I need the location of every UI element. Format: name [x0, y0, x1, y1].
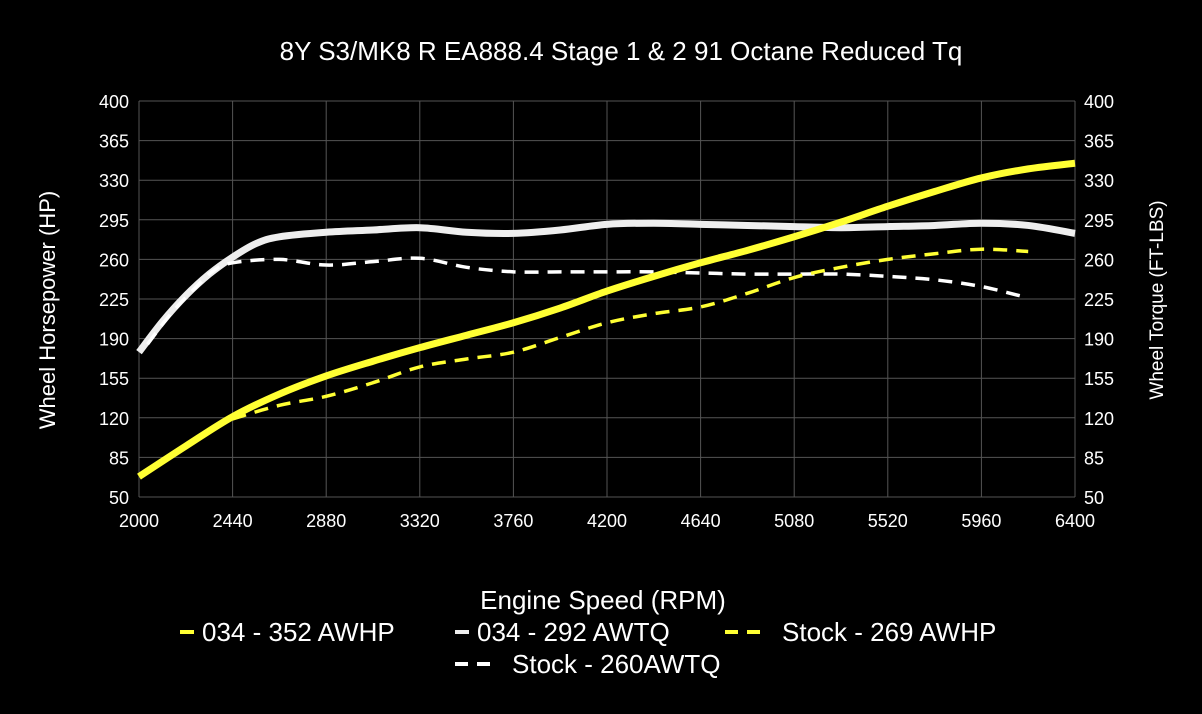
y-tick-label: 50	[109, 488, 129, 508]
x-tick-label: 2440	[213, 511, 253, 531]
y2-tick-label: 85	[1084, 448, 1104, 468]
x-tick-label: 3320	[400, 511, 440, 531]
y-tick-labels: 400 365 330 295 260 225 190 155 120 85 50	[99, 92, 129, 508]
y2-tick-label: 260	[1084, 250, 1114, 270]
y-tick-label: 365	[99, 132, 129, 152]
y-tick-label: 190	[99, 330, 129, 350]
y2-tick-label: 190	[1084, 330, 1114, 350]
y2-tick-label: 365	[1084, 132, 1114, 152]
legend-label: Stock - 260AWTQ	[512, 649, 721, 679]
y2-tick-label: 330	[1084, 171, 1114, 191]
y2-tick-label: 50	[1084, 488, 1104, 508]
series-line-2	[232, 247, 1029, 421]
y-tick-label: 85	[109, 448, 129, 468]
x-tick-label: 2000	[119, 511, 159, 531]
legend-label: Stock - 269 AWHP	[782, 617, 996, 647]
x-tick-label: 5960	[961, 511, 1001, 531]
y2-tick-label: 120	[1084, 409, 1114, 429]
y-tick-label: 400	[99, 92, 129, 112]
x-axis-label: Engine Speed (RPM)	[480, 585, 726, 615]
chart-title: 8Y S3/MK8 R EA888.4 Stage 1 & 2 91 Octan…	[280, 36, 963, 66]
legend-label: 034 - 292 AWTQ	[477, 617, 670, 647]
y-tick-label: 260	[99, 250, 129, 270]
series-line-3	[146, 256, 1029, 346]
x-tick-label: 3760	[493, 511, 533, 531]
y2-tick-label: 400	[1084, 92, 1114, 112]
series-line-0	[137, 159, 1076, 480]
y2-tick-label: 155	[1084, 369, 1114, 389]
grid	[138, 100, 1076, 498]
x-tick-label: 6400	[1055, 511, 1095, 531]
x-tick-label: 5080	[774, 511, 814, 531]
legend-label: 034 - 352 AWHP	[202, 617, 395, 647]
y-tick-label: 225	[99, 290, 129, 310]
y2-tick-label: 225	[1084, 290, 1114, 310]
x-tick-label: 4640	[681, 511, 721, 531]
series-line-1	[136, 219, 1076, 355]
y2-axis-label: Wheel Torque (FT-LBS)	[1147, 200, 1168, 399]
y-tick-label: 155	[99, 369, 129, 389]
x-tick-label: 2880	[306, 511, 346, 531]
legend: 034 - 352 AWHP 034 - 292 AWTQ Stock - 269 …	[180, 617, 996, 679]
x-tick-label: 5520	[868, 511, 908, 531]
x-tick-label: 4200	[587, 511, 627, 531]
y2-tick-labels: 400 365 330 295 260 225 190 155 120 85 50	[1084, 92, 1114, 508]
y-tick-label: 330	[99, 171, 129, 191]
y-tick-label: 295	[99, 211, 129, 231]
x-tick-labels: 2000 2440 2880 3320 3760 4200 4640 5080 5520 5960…	[119, 511, 1095, 531]
y-axis-label: Wheel Horsepower (HP)	[35, 191, 60, 429]
series-layer	[136, 159, 1076, 480]
y2-tick-label: 295	[1084, 211, 1114, 231]
y-tick-label: 120	[99, 409, 129, 429]
